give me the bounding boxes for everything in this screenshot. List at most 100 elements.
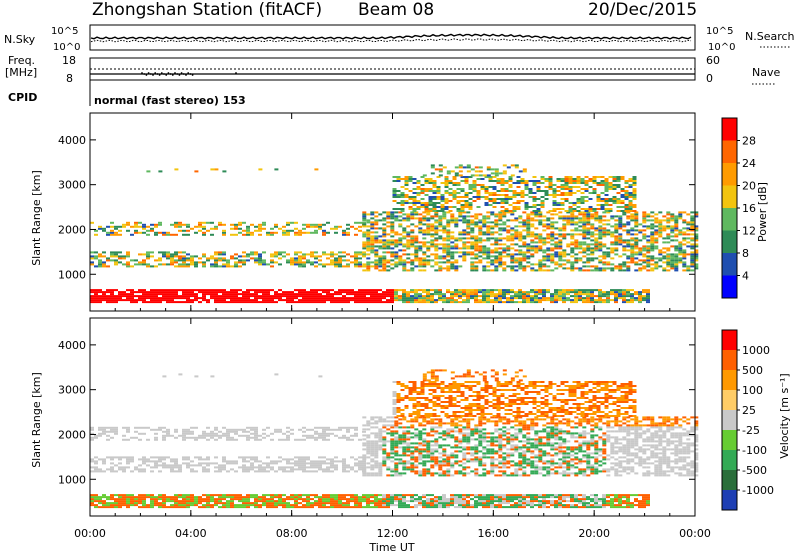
heatmap-cell — [530, 219, 535, 222]
heatmap-cell — [634, 504, 638, 507]
heatmap-cell — [394, 233, 399, 236]
heatmap-cell — [498, 496, 502, 499]
heatmap-cell — [238, 456, 242, 459]
heatmap-cell — [650, 225, 655, 228]
heatmap-cell — [524, 182, 529, 184]
heatmap-cell — [560, 186, 565, 188]
heatmap-cell — [186, 498, 190, 501]
heatmap-cell — [454, 498, 458, 501]
heatmap-cell — [110, 494, 114, 497]
heatmap-cell — [478, 237, 483, 240]
heatmap-cell — [510, 269, 515, 272]
heatmap-cell — [142, 494, 146, 497]
heatmap-cell — [270, 227, 274, 230]
heatmap-cell — [580, 192, 585, 194]
heatmap-cell — [142, 496, 146, 499]
heatmap-cell — [486, 269, 491, 272]
heatmap-cell — [318, 502, 322, 505]
heatmap-cell — [498, 259, 503, 262]
heatmap-cell — [250, 496, 254, 499]
heatmap-cell — [522, 291, 526, 294]
freq-dip-dot — [191, 74, 194, 76]
heatmap-cell — [510, 496, 514, 499]
heatmap-cell — [246, 502, 250, 505]
colorbar-segment — [722, 140, 737, 163]
heatmap-cell — [202, 506, 206, 509]
heatmap-cell — [678, 259, 683, 262]
heatmap-cell — [558, 233, 563, 236]
heatmap-cell — [466, 233, 471, 236]
heatmap-cell — [402, 301, 406, 304]
heatmap-cell — [162, 500, 166, 503]
heatmap-cell — [222, 466, 226, 469]
heatmap-cell — [302, 291, 306, 294]
heatmap-cell — [518, 293, 522, 296]
heatmap-cell — [154, 460, 158, 463]
heatmap-cell — [670, 215, 675, 218]
heatmap-cell — [194, 299, 198, 302]
heatmap-cell — [114, 301, 118, 304]
heatmap-cell — [386, 293, 390, 296]
heatmap-cell — [634, 494, 638, 497]
heatmap-cell — [406, 219, 411, 222]
heatmap-cell — [294, 301, 298, 304]
heatmap-cell — [366, 237, 371, 240]
heatmap-cell — [94, 500, 98, 503]
heatmap-cell — [366, 498, 370, 501]
heatmap-cell — [536, 198, 541, 200]
heatmap-cell — [338, 498, 342, 501]
heatmap-cell — [262, 295, 266, 298]
heatmap-cell — [106, 496, 110, 499]
heatmap-cell — [582, 265, 587, 268]
heatmap-cell — [646, 263, 651, 266]
heatmap-cell — [614, 500, 618, 503]
heatmap-cell — [620, 178, 625, 180]
heatmap-cell — [428, 190, 433, 192]
heatmap-cell — [470, 293, 474, 296]
heatmap-cell — [454, 243, 459, 246]
heatmap-cell — [522, 211, 527, 214]
heatmap-cell — [562, 267, 567, 270]
heatmap-cell — [334, 504, 338, 507]
heatmap-cell — [218, 295, 222, 298]
heatmap-cell — [474, 249, 479, 252]
heatmap-cell — [98, 259, 102, 262]
heatmap-cell — [106, 299, 110, 302]
heatmap-cell — [326, 263, 330, 266]
heatmap-cell — [194, 261, 198, 264]
heatmap-cell — [134, 468, 138, 471]
heatmap-cell — [464, 178, 469, 180]
heatmap-cell — [362, 243, 367, 246]
heatmap-cell — [162, 438, 166, 441]
heatmap-cell — [130, 233, 134, 236]
heatmap-cell — [174, 223, 178, 226]
heatmap-cell — [522, 225, 527, 228]
heatmap-cell — [110, 462, 114, 465]
heatmap-cell — [546, 496, 550, 499]
heatmap-cell — [514, 498, 518, 501]
heatmap-cell — [586, 301, 590, 304]
heatmap-cell — [606, 251, 611, 254]
heatmap-cell — [246, 460, 250, 463]
heatmap-cell — [126, 496, 130, 499]
heatmap-cell — [254, 253, 258, 256]
heatmap-cell — [458, 265, 463, 268]
heatmap-cell — [370, 211, 375, 214]
heatmap-cell — [170, 468, 174, 471]
heatmap-cell — [150, 496, 154, 499]
heatmap-cell — [456, 192, 461, 194]
heatmap-cell — [302, 468, 306, 471]
heatmap-cell — [442, 231, 447, 234]
heatmap-cell — [398, 249, 403, 252]
heatmap-cell — [438, 504, 442, 507]
heatmap-cell — [694, 267, 699, 270]
heatmap-cell — [666, 217, 671, 220]
heatmap-cell — [618, 506, 622, 509]
heatmap-cell — [402, 494, 406, 497]
heatmap-cell — [516, 186, 521, 188]
heatmap-cell — [408, 180, 413, 182]
heatmap-cell — [608, 186, 613, 188]
heatmap-cell — [602, 245, 607, 248]
heatmap-cell — [222, 504, 226, 507]
heatmap-cell — [106, 289, 110, 292]
